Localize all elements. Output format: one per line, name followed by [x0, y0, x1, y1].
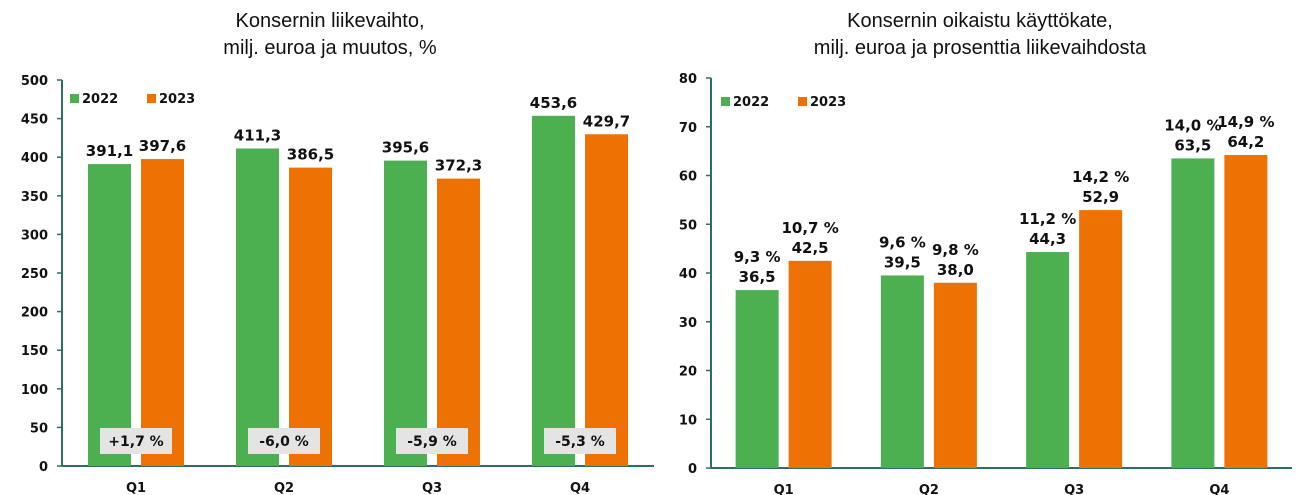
revenue-data-label: 429,7 — [583, 112, 630, 130]
revenue-bar-2022-q1 — [88, 164, 131, 466]
revenue-data-label: 372,3 — [435, 157, 482, 175]
ebitda-data-label: 39,5 — [884, 253, 921, 271]
ebitda-data-label: 38,0 — [937, 261, 974, 279]
ebitda-chart-title: Konsernin oikaistu käyttökate, milj. eur… — [662, 8, 1298, 62]
revenue-bar-2023-q3 — [437, 178, 480, 466]
revenue-bar-2022-q4 — [532, 115, 575, 466]
revenue-change-box — [100, 428, 172, 454]
revenue-y-tick-label: 350 — [21, 190, 48, 205]
revenue-x-tick-label: Q1 — [126, 481, 146, 495]
ebitda-y-tick-label: 10 — [679, 413, 697, 428]
ebitda-chart-title-line-1: Konsernin oikaistu käyttökate, — [847, 10, 1113, 32]
ebitda-percent-label: 11,2 % — [1019, 210, 1076, 228]
revenue-y-tick-label: 300 — [21, 228, 48, 243]
ebitda-x-tick-label: Q1 — [774, 483, 794, 495]
revenue-x-tick-label: Q4 — [570, 481, 590, 495]
ebitda-bar-2023-q2 — [933, 282, 977, 468]
revenue-chart-title: Konsernin liikevaihto, milj. euroa ja mu… — [0, 8, 660, 62]
revenue-data-label: 391,1 — [86, 142, 133, 160]
ebitda-y-tick-label: 80 — [679, 72, 697, 87]
revenue-data-label: 397,6 — [139, 137, 186, 155]
ebitda-x-tick-label: Q2 — [919, 483, 939, 495]
revenue-bar-2022-q2 — [236, 148, 279, 467]
revenue-chart-panel: Konsernin liikevaihto, milj. euroa ja mu… — [0, 8, 660, 495]
revenue-bar-2023-q2 — [289, 167, 332, 466]
ebitda-chart: 0 10 20 30 40 50 60 70 80 2022 2023 Q1 36,5 9,3 % 42,5… — [679, 72, 1292, 495]
revenue-data-label: 453,6 — [530, 94, 577, 112]
revenue-chart-title-line-2: milj. euroa ja muutos, % — [223, 37, 437, 59]
ebitda-data-label: 63,5 — [1174, 136, 1211, 154]
ebitda-legend-label-2023: 2023 — [810, 95, 846, 110]
revenue-y-tick-label: 450 — [21, 113, 48, 128]
ebitda-y-tick-label: 30 — [679, 316, 697, 331]
revenue-chart-title-line-1: Konsernin liikevaihto, — [235, 10, 425, 32]
revenue-change-label: -6,0 % — [259, 434, 309, 450]
ebitda-x-tick-label: Q3 — [1064, 483, 1084, 495]
ebitda-y-tick-label: 0 — [688, 462, 697, 477]
ebitda-legend-label-2022: 2022 — [733, 95, 769, 110]
ebitda-y-tick-label: 70 — [679, 121, 697, 136]
ebitda-percent-label: 14,9 % — [1217, 113, 1274, 131]
ebitda-data-label: 52,9 — [1082, 188, 1119, 206]
revenue-bar-2022-q3 — [384, 160, 427, 466]
ebitda-y-tick-label: 50 — [679, 218, 697, 233]
ebitda-percent-label: 14,0 % — [1164, 116, 1221, 134]
revenue-bar-2023-q1 — [141, 159, 184, 466]
ebitda-bar-2022-q4 — [1171, 158, 1215, 468]
ebitda-y-tick-label: 60 — [679, 170, 697, 185]
ebitda-chart-panel: Konsernin oikaistu käyttökate, milj. eur… — [662, 0, 1298, 495]
revenue-legend-label-2022: 2022 — [82, 92, 118, 107]
ebitda-data-label: 44,3 — [1029, 230, 1066, 248]
ebitda-chart-title-line-2: milj. euroa ja prosenttia liikevaihdosta — [813, 37, 1147, 59]
revenue-y-tick-label: 100 — [21, 383, 48, 398]
ebitda-bar-2023-q4 — [1224, 155, 1268, 468]
revenue-y-tick-label: 150 — [21, 344, 48, 359]
revenue-data-label: 395,6 — [382, 139, 429, 157]
revenue-bar-2023-q4 — [585, 134, 628, 466]
revenue-x-tick-label: Q2 — [274, 481, 294, 495]
ebitda-bar-2023-q3 — [1079, 210, 1123, 469]
revenue-y-tick-label: 250 — [21, 267, 48, 282]
revenue-y-tick-label: 50 — [30, 421, 48, 436]
revenue-change-label: -5,9 % — [407, 434, 457, 450]
ebitda-bar-2023-q1 — [788, 260, 832, 468]
ebitda-legend-swatch-2022 — [721, 97, 730, 106]
revenue-change-box — [544, 428, 616, 454]
ebitda-x-tick-label: Q4 — [1209, 483, 1229, 495]
ebitda-data-label: 36,5 — [739, 268, 776, 286]
revenue-legend-swatch-2023 — [147, 94, 156, 103]
ebitda-bar-2022-q3 — [1026, 252, 1070, 468]
ebitda-y-tick-label: 40 — [679, 267, 697, 282]
ebitda-bar-2022-q2 — [880, 275, 924, 468]
ebitda-percent-label: 9,6 % — [879, 233, 926, 251]
ebitda-percent-label: 10,7 % — [781, 219, 838, 237]
revenue-legend-swatch-2022 — [70, 94, 79, 103]
ebitda-data-label: 42,5 — [792, 239, 829, 257]
ebitda-percent-label: 14,2 % — [1072, 168, 1129, 186]
revenue-y-tick-label: 0 — [39, 460, 48, 475]
revenue-data-label: 386,5 — [287, 146, 334, 164]
revenue-y-tick-label: 200 — [21, 306, 48, 321]
revenue-data-label: 411,3 — [234, 126, 281, 144]
revenue-change-box — [396, 428, 468, 454]
revenue-x-tick-label: Q3 — [422, 481, 442, 495]
revenue-change-box — [248, 428, 320, 454]
revenue-change-label: +1,7 % — [108, 434, 163, 450]
ebitda-percent-label: 9,8 % — [932, 241, 979, 259]
ebitda-bar-2022-q1 — [735, 290, 779, 468]
revenue-y-tick-label: 400 — [21, 151, 48, 166]
ebitda-y-tick-label: 20 — [679, 365, 697, 380]
revenue-legend-label-2023: 2023 — [159, 92, 195, 107]
revenue-y-tick-label: 500 — [21, 74, 48, 89]
revenue-change-label: -5,3 % — [555, 434, 605, 450]
revenue-chart: 0 50 100 150 200 250 300 350 400 450 500 2022 2023 Q1… — [21, 74, 654, 495]
ebitda-data-label: 64,2 — [1227, 133, 1264, 151]
ebitda-legend-swatch-2023 — [798, 97, 807, 106]
ebitda-percent-label: 9,3 % — [734, 248, 781, 266]
